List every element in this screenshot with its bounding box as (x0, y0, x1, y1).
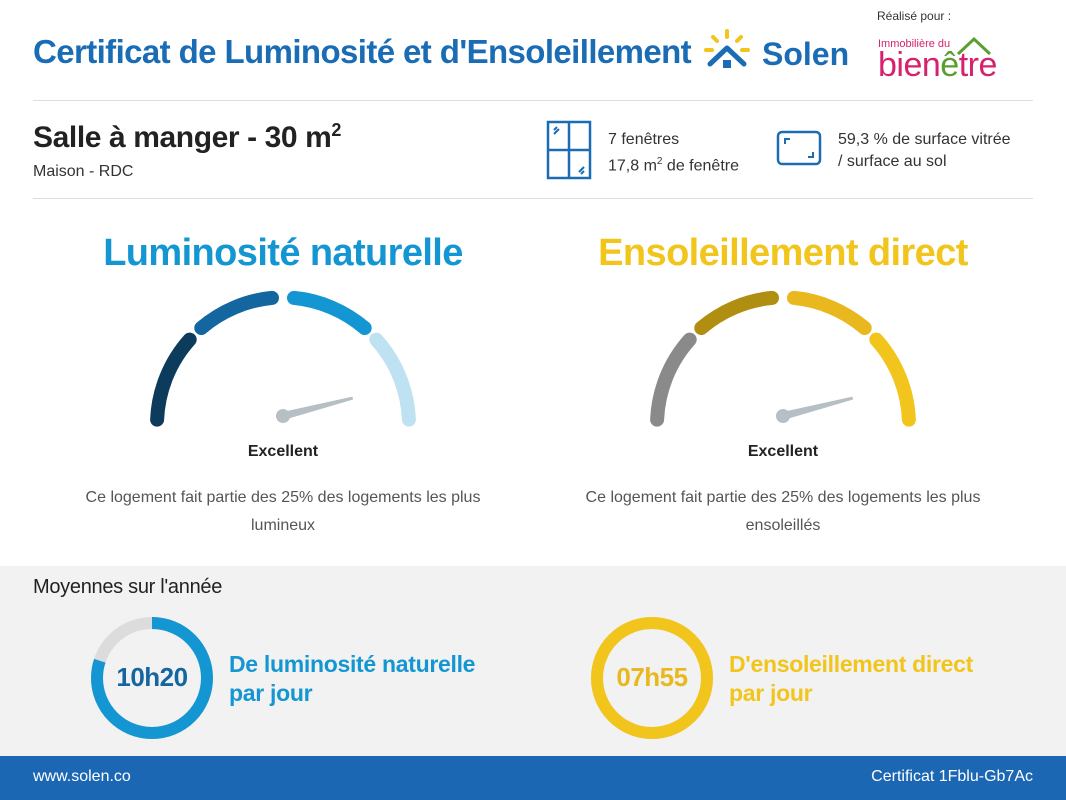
divider-top (33, 100, 1033, 101)
surface-line-1: 59,3 % de surface vitrée (838, 131, 1011, 148)
ensoleillement-average-value: 07h55 (616, 662, 688, 692)
ensoleillement-gauge-hub (776, 409, 790, 423)
luminosite-gauge (150, 290, 416, 427)
footer-website-link[interactable]: www.solen.co (33, 768, 131, 785)
luminosite-gauge-needle (282, 396, 354, 420)
luminosite-ring-fill (91, 617, 213, 739)
luminosite-average-value: 10h20 (116, 662, 188, 692)
client-logo-house-e: ê (940, 46, 959, 84)
ensoleillement-gauge-segment-4 (869, 332, 916, 427)
room-title: Salle à manger - 30 m2 (33, 120, 342, 154)
luminosite-rating: Excellent (247, 443, 319, 460)
ensoleillement-gauge-segment-2 (694, 290, 779, 335)
ensoleillement-description: Ce logement fait partie des 25% des loge… (585, 489, 981, 534)
page-title: Certificat de Luminosité et d'Ensoleille… (33, 33, 692, 70)
luminosite-average-label: De luminosité naturelle par jour (229, 651, 476, 706)
luminosite-description: Ce logement fait partie des 25% des loge… (85, 489, 481, 534)
client-logo-word-1: bien (878, 46, 941, 84)
room-subtitle: Maison - RDC (33, 163, 134, 180)
divider-mid (33, 198, 1033, 199)
windows-count: 7 fenêtres (608, 131, 680, 148)
ensoleillement-gauge-segment-3 (787, 290, 872, 335)
averages-title: Moyennes sur l'année (33, 576, 223, 598)
ensoleillement-title: Ensoleillement direct (598, 232, 968, 274)
luminosite-average-ring (91, 617, 213, 739)
luminosite-title: Luminosité naturelle (103, 232, 463, 274)
luminosite-gauge-segment-1 (150, 332, 197, 427)
luminosite-gauge-segment-4 (369, 332, 416, 427)
client-logo-word-2: tre (958, 46, 998, 84)
luminosite-gauge-segment-2 (194, 290, 279, 335)
client-logo-top: Immobilière du (878, 38, 951, 50)
surface-line-2: / surface au sol (838, 153, 947, 170)
windows-area: 17,8 m2 de fenêtre (608, 156, 739, 175)
ensoleillement-rating: Excellent (747, 443, 819, 460)
surface-info: 59,3 % de surface vitrée / surface au so… (838, 129, 1011, 173)
realise-pour-label: Réalisé pour : (877, 9, 952, 23)
ensoleillement-average-ring (591, 617, 713, 739)
solen-logo-text: Solen (762, 36, 850, 72)
floor-surface-icon (776, 130, 822, 166)
client-house-roof-icon (956, 36, 992, 56)
ensoleillement-gauge (650, 290, 916, 427)
client-logo: Immobilière du bienêtre (878, 36, 998, 84)
solen-sun-house-icon (704, 29, 750, 68)
ensoleillement-ring-fill (591, 617, 713, 739)
ensoleillement-average-label: D'ensoleillement direct par jour (729, 651, 973, 706)
ensoleillement-gauge-needle (782, 396, 854, 420)
ensoleillement-gauge-segment-1 (650, 332, 697, 427)
footer-bar (0, 756, 1066, 800)
luminosite-gauge-hub (276, 409, 290, 423)
window-icon (546, 120, 592, 180)
windows-info: 7 fenêtres 17,8 m2 de fenêtre (608, 129, 739, 177)
luminosite-gauge-segment-3 (287, 290, 372, 335)
footer-certificate-id: Certificat 1Fblu-Gb7Ac (871, 768, 1033, 785)
